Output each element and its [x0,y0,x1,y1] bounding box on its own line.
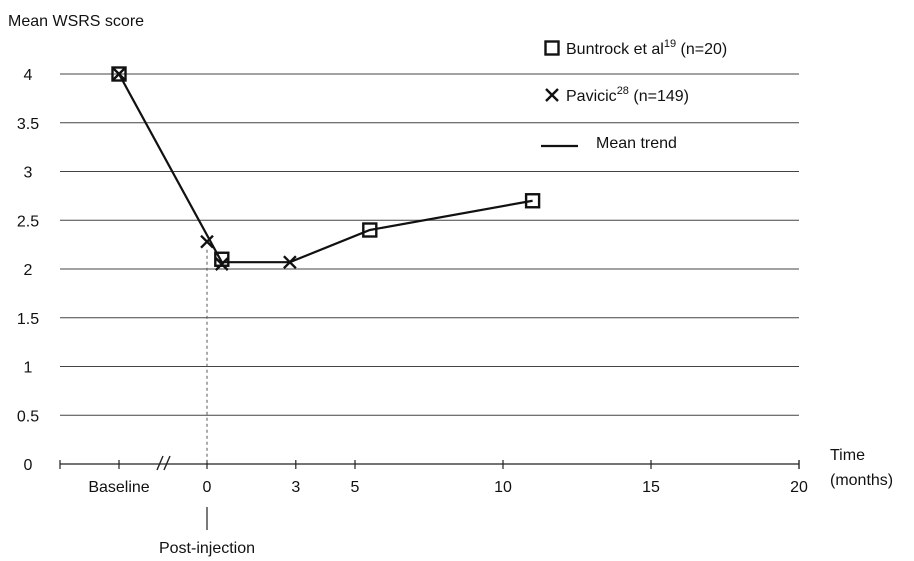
legend-buntrock: Buntrock et al19 (n=20) [566,38,727,58]
legend-trend-label: Mean trend [596,135,677,152]
x-marker-stroke [214,257,229,271]
pavicic-point [283,255,297,270]
pavicic-point [200,234,214,249]
y-tick-label: 3 [24,165,33,182]
pavicic-point [112,67,126,81]
x-marker-stroke [283,255,297,270]
y-tick-labels: 0 0.5 1 1.5 2 2.5 3 3.5 4 [17,67,39,474]
mean-trend-line [118,73,533,264]
y-axis-title: Mean WSRS score [8,13,144,30]
y-tick-label: 1 [24,360,33,377]
x-tick-label: 10 [494,479,512,496]
x-axis-title-unit: (months) [830,472,893,489]
post-injection-marker: Post-injection [159,249,255,557]
plot-area [111,66,541,271]
x-marker-stroke [545,88,559,102]
legend-buntrock-ref: 19 [664,38,676,50]
axis-break-mark [163,455,171,471]
x-tick-label: 20 [790,479,808,496]
y-tick-label: 3.5 [17,116,39,133]
post-injection-label: Post-injection [159,540,255,557]
x-axis-title: Time [830,447,865,464]
buntrock-point [111,66,127,82]
x-tick-label: 5 [351,479,360,496]
axis-break-mark [156,455,164,471]
legend-square-marker [544,40,560,56]
legend-pavicic-name: Pavicic [566,88,617,105]
legend-buntrock-n: (n=20) [676,41,727,58]
legend: Buntrock et al19 (n=20) Pavicic28 (n=149)… [541,38,727,152]
legend-pavicic-n: (n=149) [629,88,689,105]
y-tick-label: 1.5 [17,311,39,328]
gridlines [60,73,799,416]
x-marker-stroke [112,67,126,81]
legend-x-marker [545,88,559,102]
x-marker-stroke [200,234,214,249]
buntrock-point [524,193,541,209]
x-tick-labels: Baseline 0 3 5 10 15 20 [88,479,808,496]
y-tick-label: 4 [24,67,33,84]
pavicic-point [214,257,229,271]
x-tick-label-baseline: Baseline [88,479,149,496]
legend-pavicic: Pavicic28 (n=149) [566,85,689,105]
x-tick-label: 3 [291,479,300,496]
x-axis [59,455,800,471]
y-tick-label: 0.5 [17,408,39,425]
y-tick-label: 2.5 [17,213,39,230]
y-tick-label: 2 [24,262,33,279]
buntrock-point [362,222,378,238]
y-tick-label: 0 [24,457,33,474]
x-tick-label: 15 [642,479,660,496]
x-tick-label: 0 [203,479,212,496]
legend-buntrock-name: Buntrock et al [566,41,664,58]
legend-pavicic-ref: 28 [617,85,629,97]
